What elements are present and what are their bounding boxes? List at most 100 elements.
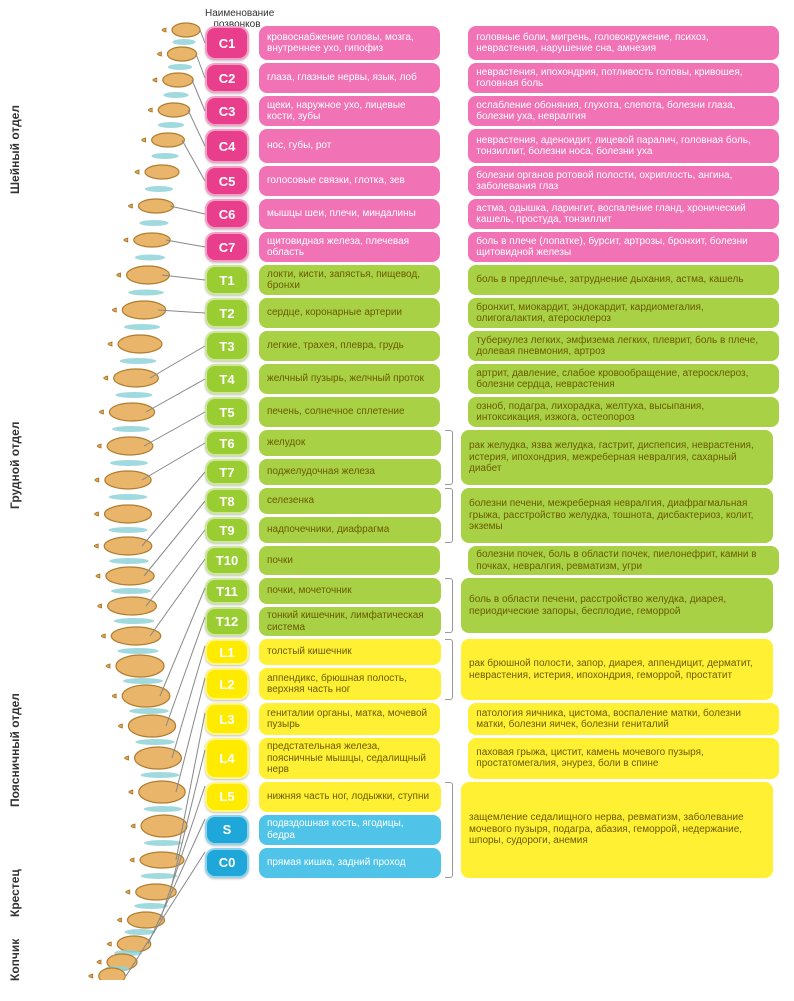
symptoms-cell: астма, одышка, ларингит, воспаление глан… [468,199,779,229]
vertebra-row: C4 нос, губы, рот неврастения, аденоидит, … [205,129,779,163]
vertebra-badge: T5 [205,397,249,427]
innervation-cell: нижняя часть ног, лодыжки, ступни [259,782,441,812]
spine-svg [36,20,206,980]
vertebra-row: T5 печень, солнечное сплетение озноб, пода… [205,397,779,427]
innervation-cell: сердце, коронарные артерии [259,298,440,328]
vertebra-badge: T6 [205,430,249,456]
vertebra-row: C7 щитовидная железа, плечевая область бол… [205,232,779,262]
vertebra-row: T6желудокрак желудка, язва желудка, гаст… [205,430,779,456]
vertebra-badge: T4 [205,364,249,394]
vertebra-badge: L5 [205,782,249,812]
symptoms-cell: ослабление обоняния, глухота, слепота, б… [468,96,779,126]
section-labels-column: Шейный отделГрудной отделПоясничный отде… [4,0,32,1001]
vertebra-badge: C5 [205,166,249,196]
symptoms-cell: туберкулез легких, эмфизема легких, плев… [468,331,779,361]
innervation-cell: легкие, трахея, плевра, грудь [259,331,440,361]
vertebra-badge: L1 [205,639,249,665]
section-label: Шейный отдел [8,30,22,270]
innervation-cell: надпочечники, диафрагма [259,517,441,543]
spine-infographic: Шейный отделГрудной отделПоясничный отде… [0,0,794,1001]
vertebra-row: L4предстательная железа, поясничные мышц… [205,738,779,779]
vertebra-badge: T2 [205,298,249,328]
vertebra-badge: C3 [205,96,249,126]
vertebra-badge: C0 [205,848,249,878]
innervation-cell: толстый кишечник [259,639,441,665]
symptoms-cell: болезни печени, межреберная невралгия, д… [461,488,773,543]
innervation-cell: селезенка [259,488,441,514]
symptoms-cell: болезни органов ротовой полости, охрипло… [468,166,779,196]
symptoms-cell: бронхит, миокардит, эндокардит, кардиоме… [468,298,779,328]
vertebra-row: T10 почки болезни почек, боль в области по… [205,546,779,575]
vertebra-badge: T3 [205,331,249,361]
symptoms-cell: рак желудка, язва желудка, гастрит, дисп… [461,430,773,485]
symptoms-cell: болезни почек, боль в области почек, пие… [468,546,779,575]
symptoms-cell: рак брюшной полости, запор, диарея, аппе… [461,639,773,700]
innervation-cell: поджелудочная железа [259,459,441,485]
symptoms-cell: неврастения, ипохондрия, потливость голо… [468,63,779,93]
symptoms-cell: артрит, давление, слабое кровообращение,… [468,364,779,394]
vertebra-badge: T10 [205,546,249,575]
vertebra-badge: S [205,815,249,845]
vertebra-badge: C2 [205,63,249,93]
innervation-cell: прямая кишка, задний проход [259,848,441,878]
vertebra-badge: C7 [205,232,249,262]
symptoms-cell: боль в предплечье, затруднение дыхания, … [468,265,779,295]
innervation-cell: щеки, наружное ухо, лицевые кости, зубы [259,96,440,126]
innervation-cell: печень, солнечное сплетение [259,397,440,427]
symptoms-cell: паховая грыжа, цистит, камень мочевого п… [468,738,779,779]
symptoms-cell: боль в плече (лопатке), бурсит, артрозы,… [468,232,779,262]
vertebra-badge: L2 [205,668,249,700]
vertebra-row: L1толстый кишечникрак брюшной полости, з… [205,639,779,665]
spine-illustration [36,20,206,980]
innervation-cell: гениталии органы, матка, мочевой пузырь [259,703,440,735]
innervation-cell: желудок [259,430,441,456]
group-bracket [445,488,453,543]
innervation-cell: почки, мочеточник [259,578,441,604]
symptoms-cell: патология яичника, цистома, воспаление м… [468,703,779,735]
innervation-cell: голосовые связки, глотка, зев [259,166,440,196]
vertebra-row: T11почки, мочеточникболь в области печен… [205,578,779,604]
section-label: Крестец [8,858,22,928]
innervation-cell: глаза, глазные нервы, язык, лоб [259,63,440,93]
vertebra-badge: C6 [205,199,249,229]
innervation-cell: нос, губы, рот [259,129,440,163]
vertebra-badge: T9 [205,517,249,543]
innervation-cell: аппендикс, брюшная полость, верхняя част… [259,668,441,700]
vertebra-badge: T12 [205,607,249,636]
innervation-cell: желчный пузырь, желчный проток [259,364,440,394]
vertebra-row: C5 голосовые связки, глотка, зев болезни о… [205,166,779,196]
vertebra-row: T4 желчный пузырь, желчный проток артрит, … [205,364,779,394]
group-bracket [445,430,453,485]
innervation-cell: щитовидная железа, плечевая область [259,232,440,262]
section-label: Копчик [8,932,22,988]
vertebra-row: T1локти, кисти, запястья, пищевод, бронх… [205,265,779,295]
vertebra-badge: C4 [205,129,249,163]
vertebra-badge: C1 [205,26,249,60]
vertebra-row: T2 сердце, коронарные артерии бронхит, мио… [205,298,779,328]
vertebra-row: T3 легкие, трахея, плевра, грудь туберкуле… [205,331,779,361]
symptoms-cell: неврастения, аденоидит, лицевой паралич,… [468,129,779,163]
innervation-cell: подвздошная кость, ягодицы, бедра [259,815,441,845]
vertebra-badge: T8 [205,488,249,514]
group-bracket [445,639,453,700]
vertebra-badge: T1 [205,265,249,295]
vertebra-row: C3 щеки, наружное ухо, лицевые кости, зуб… [205,96,779,126]
vertebra-row: L5нижняя часть ног, лодыжки, ступнизащем… [205,782,779,812]
group-bracket [445,782,453,878]
vertebra-rows: C1кровоснабжение головы, мозга, внутренн… [205,26,779,881]
section-label: Поясничный отдел [8,650,22,850]
innervation-cell: тонкий кишечник, лимфатическая система [259,607,441,636]
symptoms-cell: защемление седалищного нерва, ревматизм,… [461,782,773,878]
symptoms-cell: боль в области печени, расстройство желу… [461,578,773,633]
vertebra-badge: T11 [205,578,249,604]
vertebra-row: C2 глаза, глазные нервы, язык, лоб невраст… [205,63,779,93]
vertebra-row: C1кровоснабжение головы, мозга, внутренн… [205,26,779,60]
innervation-cell: почки [259,546,440,575]
vertebra-row: T8селезенкаболезни печени, межреберная н… [205,488,779,514]
symptoms-cell: головные боли, мигрень, головокружение, … [468,26,779,60]
vertebra-row: C6 мышцы шеи, плечи, миндалины астма, одыш… [205,199,779,229]
vertebra-badge: T7 [205,459,249,485]
symptoms-cell: озноб, подагра, лихорадка, желтуха, высы… [468,397,779,427]
group-bracket [445,578,453,633]
innervation-cell: мышцы шеи, плечи, миндалины [259,199,440,229]
